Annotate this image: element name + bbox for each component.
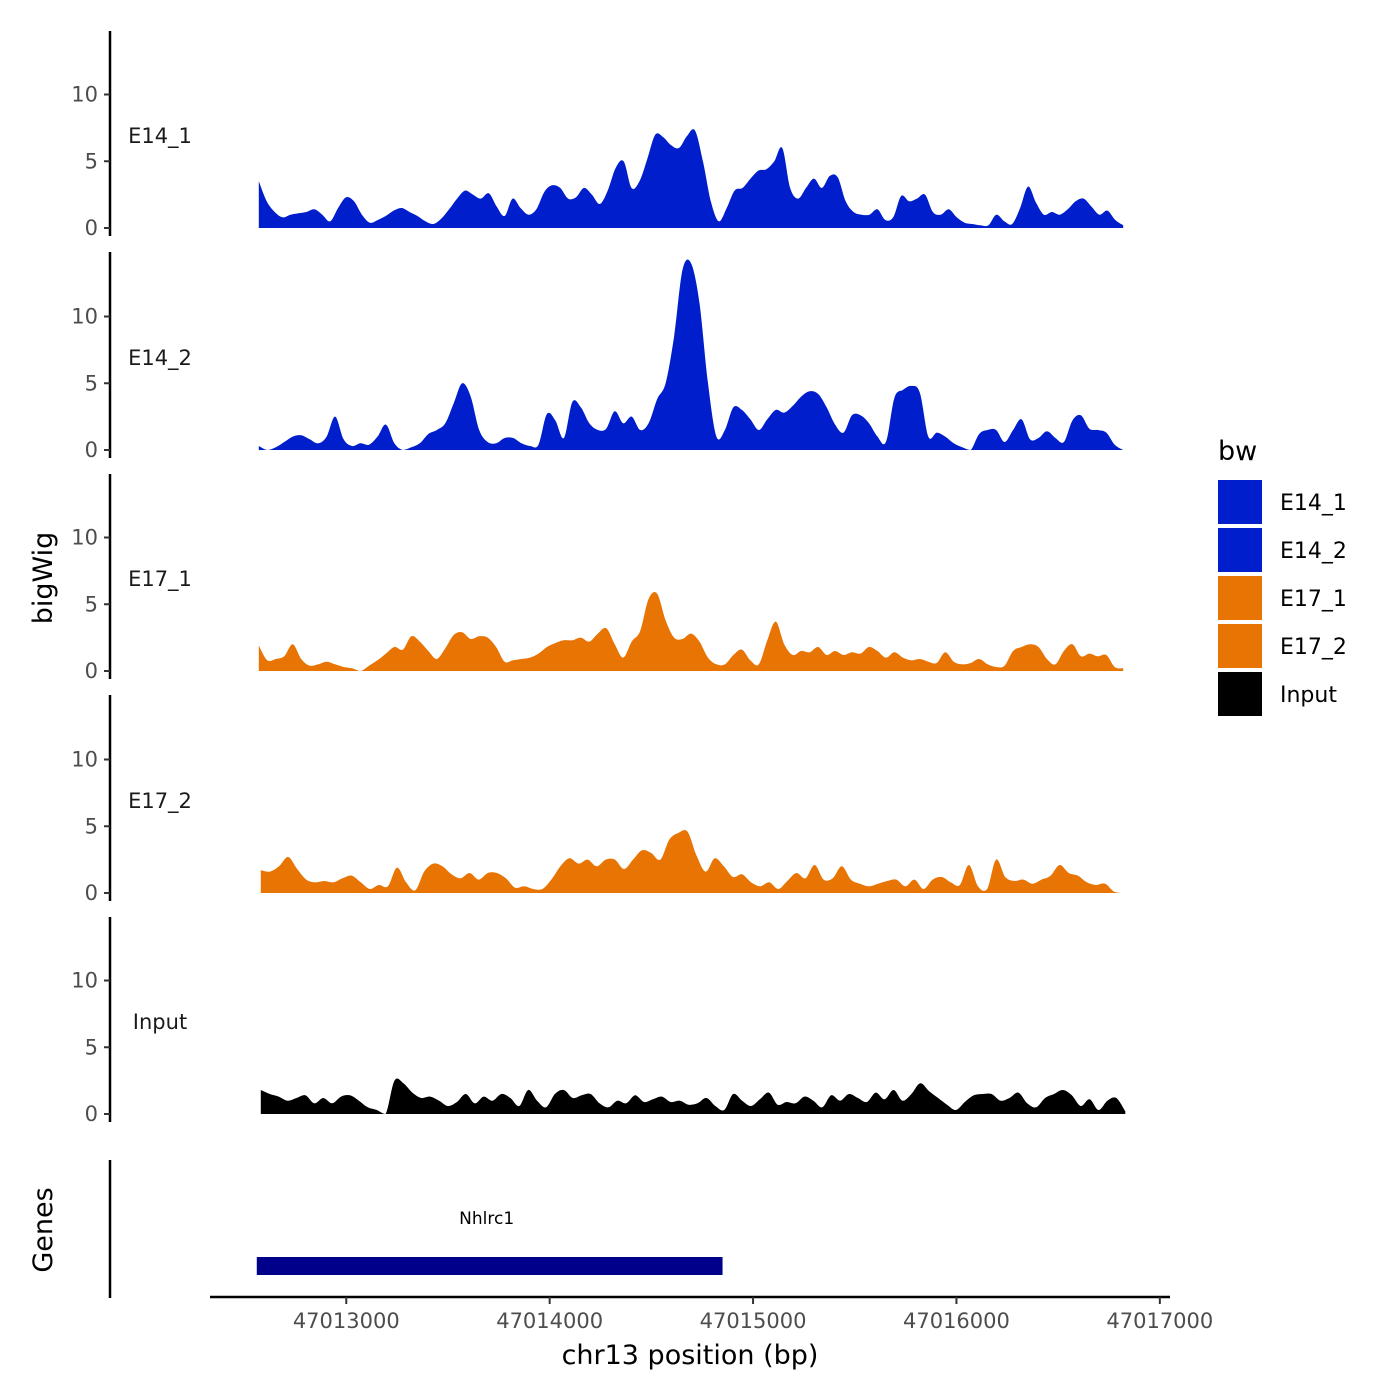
legend-swatch <box>1218 576 1262 620</box>
gene-label: Nhlrc1 <box>459 1209 514 1229</box>
y-tick-label: 10 <box>71 83 98 107</box>
legend-label: Input <box>1280 683 1337 708</box>
coverage-area-input <box>260 1078 1126 1114</box>
y-tick-label: 5 <box>85 1035 98 1059</box>
track-input: 0 5 10 Input <box>71 917 1126 1126</box>
y-tick-label: 0 <box>85 438 98 462</box>
y-tick-label: 10 <box>71 969 98 993</box>
legend-label: E17_2 <box>1280 635 1347 660</box>
y-tick-label: 10 <box>71 748 98 772</box>
y-tick-label: 10 <box>71 305 98 329</box>
legend-label: E14_2 <box>1280 539 1347 564</box>
x-tick-label: 47015000 <box>700 1309 807 1333</box>
x-tick-label: 47017000 <box>1106 1309 1213 1333</box>
legend-title: bw <box>1218 436 1257 467</box>
x-tick-label: 47014000 <box>496 1309 603 1333</box>
y-tick-label: 5 <box>85 149 98 173</box>
track-e17-1: 0 5 10 E17_1 <box>71 474 1124 683</box>
legend-swatch <box>1218 480 1262 524</box>
gene-bar <box>256 1257 723 1275</box>
track-label: Input <box>133 1010 187 1034</box>
genes-axis-title: Genes <box>28 1187 59 1272</box>
legend-label: E14_1 <box>1280 491 1347 516</box>
track-label: E17_2 <box>128 789 192 814</box>
track-e14-1: 0 5 10 E14_1 <box>71 31 1124 240</box>
coverage-area-e17-2 <box>260 829 1124 893</box>
y-tick-label: 0 <box>85 216 98 240</box>
y-tick-label: 0 <box>85 1102 98 1126</box>
y-tick-label: 10 <box>71 526 98 550</box>
legend-swatch <box>1218 528 1262 572</box>
y-tick-label: 5 <box>85 592 98 616</box>
legend: bw E14_1 E14_2 E17_1 E17_2 Input <box>1218 436 1347 716</box>
x-tick-label: 47016000 <box>903 1309 1010 1333</box>
y-tick-label: 5 <box>85 814 98 838</box>
track-e17-2: 0 5 10 E17_2 <box>71 695 1124 905</box>
x-axis: 47013000 47014000 47015000 47016000 47017000 <box>210 1295 1213 1333</box>
genes-track: Nhlrc1 <box>108 1160 723 1298</box>
legend-swatch <box>1218 624 1262 668</box>
y-tick-label: 0 <box>85 881 98 905</box>
coverage-area-e14-1 <box>258 129 1124 228</box>
x-axis-title: chr13 position (bp) <box>562 1340 819 1371</box>
x-tick-label: 47013000 <box>293 1309 400 1333</box>
track-label: E14_2 <box>128 346 192 371</box>
coverage-area-e17-1 <box>258 591 1124 671</box>
y-tick-label: 5 <box>85 371 98 395</box>
coverage-area-e14-2 <box>258 259 1124 450</box>
y-tick-label: 0 <box>85 659 98 683</box>
track-e14-2: 0 5 10 E14_2 <box>71 252 1124 462</box>
track-label: E17_1 <box>128 567 192 592</box>
y-axis-title: bigWig <box>28 532 59 625</box>
track-label: E14_1 <box>128 124 192 149</box>
coverage-tracks: 0 5 10 E14_1 0 5 10 E14_2 0 5 10 E17_1 0 5 10 E17_2 0 5 10… <box>71 31 1126 1126</box>
legend-swatch <box>1218 672 1262 716</box>
legend-label: E17_1 <box>1280 587 1347 612</box>
